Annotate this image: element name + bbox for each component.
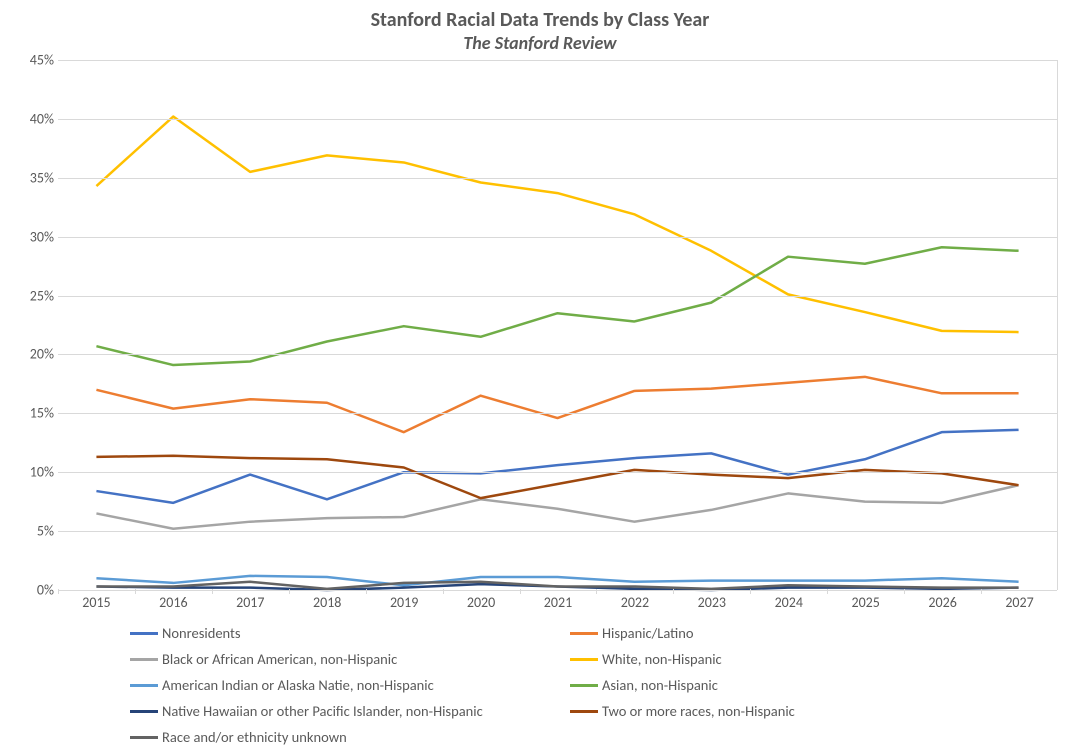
series-line (96, 117, 1018, 333)
x-tick (212, 589, 213, 594)
gridline (58, 531, 1057, 532)
y-tick-label: 40% (8, 110, 54, 127)
legend-item: Nonresidents (130, 620, 570, 646)
chart-container: Stanford Racial Data Trends by Class Yea… (0, 0, 1080, 755)
legend-label: Native Hawaiian or other Pacific Islande… (162, 702, 483, 720)
x-tick-label: 2018 (313, 594, 341, 611)
gridline (58, 60, 1057, 61)
x-tick-label: 2017 (236, 594, 264, 611)
legend-swatch (570, 710, 598, 713)
gridline (58, 354, 1057, 355)
x-tick (443, 589, 444, 594)
y-tick-label: 5% (8, 523, 54, 540)
legend-label: American Indian or Alaska Natie, non-His… (162, 676, 434, 694)
series-line (96, 485, 1018, 529)
y-tick-label: 25% (8, 287, 54, 304)
x-tick-label: 2027 (1005, 594, 1033, 611)
plot-area (58, 60, 1058, 590)
series-line (96, 247, 1018, 365)
gridline (58, 472, 1057, 473)
y-tick-label: 15% (8, 405, 54, 422)
x-tick-label: 2021 (544, 594, 572, 611)
legend-item: Race and/or ethnicity unknown (130, 724, 570, 750)
legend-item: Black or African American, non-Hispanic (130, 646, 570, 672)
legend-swatch (130, 684, 158, 687)
x-tick (981, 589, 982, 594)
gridline (58, 296, 1057, 297)
y-tick-label: 45% (8, 52, 54, 69)
legend-swatch (570, 658, 598, 661)
y-tick-label: 30% (8, 228, 54, 245)
legend-item: Hispanic/Latino (570, 620, 1010, 646)
y-tick-label: 0% (8, 582, 54, 599)
legend-label: Race and/or ethnicity unknown (162, 728, 347, 746)
gridline (58, 119, 1057, 120)
legend-item: Two or more races, non-Hispanic (570, 698, 1010, 724)
legend-swatch (130, 632, 158, 635)
x-tick (520, 589, 521, 594)
legend: Nonresidents Hispanic/Latino Black or Afri… (130, 620, 1010, 750)
chart-title: Stanford Racial Data Trends by Class Yea… (0, 0, 1080, 32)
legend-item: Asian, non-Hispanic (570, 672, 1010, 698)
legend-label: Two or more races, non-Hispanic (602, 702, 795, 720)
legend-item: American Indian or Alaska Natie, non-His… (130, 672, 570, 698)
x-tick (366, 589, 367, 594)
y-tick-label: 10% (8, 464, 54, 481)
series-line (96, 430, 1018, 503)
x-tick-label: 2015 (82, 594, 110, 611)
x-tick-label: 2026 (928, 594, 956, 611)
legend-swatch (130, 658, 158, 661)
series-line (96, 377, 1018, 432)
x-tick-label: 2022 (621, 594, 649, 611)
x-tick (673, 589, 674, 594)
legend-swatch (130, 710, 158, 713)
x-tick-label: 2016 (159, 594, 187, 611)
gridline (58, 237, 1057, 238)
legend-label: Hispanic/Latino (602, 624, 694, 642)
legend-label: Black or African American, non-Hispanic (162, 650, 397, 668)
legend-label: White, non-Hispanic (602, 650, 722, 668)
series-line (96, 456, 1018, 498)
x-tick-label: 2025 (851, 594, 879, 611)
x-tick (596, 589, 597, 594)
x-tick (827, 589, 828, 594)
x-tick-label: 2019 (390, 594, 418, 611)
x-tick-label: 2024 (775, 594, 803, 611)
y-tick-label: 35% (8, 169, 54, 186)
gridline (58, 178, 1057, 179)
x-tick (750, 589, 751, 594)
x-tick (904, 589, 905, 594)
x-tick (135, 589, 136, 594)
x-axis: 2015 2016 2017 2018 2019 2020 2021 2022 2023 2024… (58, 590, 1058, 612)
legend-label: Asian, non-Hispanic (602, 676, 718, 694)
gridline (58, 413, 1057, 414)
legend-swatch (570, 684, 598, 687)
x-tick (289, 589, 290, 594)
chart-subtitle: The Stanford Review (0, 32, 1080, 60)
legend-label: Nonresidents (162, 624, 241, 642)
legend-swatch (570, 632, 598, 635)
legend-swatch (130, 736, 158, 739)
chart-lines (58, 60, 1057, 590)
x-tick-label: 2023 (698, 594, 726, 611)
y-tick-label: 20% (8, 346, 54, 363)
x-tick (58, 589, 59, 594)
legend-item: Native Hawaiian or other Pacific Islande… (130, 698, 570, 724)
legend-item: White, non-Hispanic (570, 646, 1010, 672)
x-tick-label: 2020 (467, 594, 495, 611)
